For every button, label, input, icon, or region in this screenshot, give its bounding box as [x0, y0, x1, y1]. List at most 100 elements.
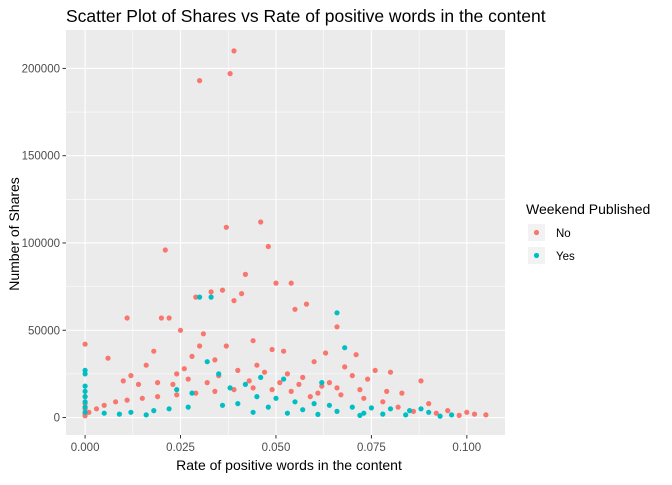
data-point-yes — [82, 371, 88, 377]
data-point-no — [120, 378, 126, 384]
x-tick-label: 0.025 — [166, 442, 195, 454]
data-point-no — [357, 387, 363, 393]
data-point-yes — [189, 390, 195, 396]
data-point-no — [212, 357, 218, 363]
data-point-no — [223, 343, 229, 349]
data-point-no — [433, 410, 439, 416]
legend: Weekend Published No Yes — [526, 201, 650, 264]
data-point-yes — [151, 408, 157, 414]
grid-lines — [66, 30, 505, 435]
data-point-no — [349, 373, 355, 379]
data-point-no — [334, 385, 340, 391]
axes: 0.000 0.025 0.050 0.075 0.100 0 50000 100000 150… — [22, 63, 482, 454]
x-tick-label: 0.100 — [452, 442, 481, 454]
legend-key-no — [533, 229, 540, 236]
data-point-no — [273, 280, 279, 286]
x-tick-label: 0.050 — [262, 442, 291, 454]
data-point-yes — [208, 294, 214, 300]
legend-title: Weekend Published — [526, 201, 650, 217]
data-point-yes — [284, 410, 290, 416]
data-point-no — [193, 294, 199, 300]
data-point-yes — [82, 404, 88, 410]
data-point-yes — [319, 380, 325, 386]
data-point-no — [128, 373, 134, 379]
data-point-no — [246, 378, 252, 384]
data-point-no — [204, 380, 210, 386]
data-point-no — [105, 355, 111, 361]
data-point-no — [235, 367, 241, 373]
data-point-no — [155, 394, 161, 400]
data-point-yes — [185, 404, 191, 410]
data-point-yes — [407, 408, 413, 414]
data-point-yes — [334, 310, 340, 316]
y-tick-label: 150000 — [22, 151, 60, 163]
data-point-no — [158, 315, 164, 321]
data-point-yes — [174, 387, 180, 393]
data-point-no — [254, 362, 260, 368]
data-point-yes — [143, 412, 149, 418]
data-point-no — [231, 298, 237, 304]
data-point-no — [143, 362, 149, 368]
data-point-yes — [281, 376, 287, 382]
data-point-yes — [315, 411, 321, 417]
y-axis-label: Number of Shares — [6, 177, 22, 291]
data-point-no — [124, 397, 130, 403]
data-point-no — [239, 291, 245, 297]
data-point-no — [212, 388, 218, 394]
legend-items: No Yes — [528, 224, 575, 264]
data-point-no — [471, 411, 478, 417]
data-point-no — [372, 367, 378, 373]
data-point-yes — [101, 410, 107, 416]
data-point-yes — [250, 409, 256, 415]
data-point-no — [174, 392, 180, 398]
data-point-no — [135, 381, 142, 387]
data-point-no — [93, 406, 100, 412]
data-point-no — [464, 409, 470, 415]
data-point-no — [296, 381, 302, 387]
data-point-no — [315, 390, 321, 396]
data-point-no — [113, 399, 119, 405]
data-point-no — [292, 306, 298, 312]
data-point-no — [231, 48, 237, 54]
data-point-no — [284, 371, 290, 377]
data-point-yes — [368, 405, 374, 411]
data-point-no — [124, 315, 130, 321]
y-tick-label: 200000 — [22, 63, 60, 75]
data-point-no — [166, 315, 172, 321]
data-point-no — [155, 380, 161, 386]
data-point-yes — [82, 383, 88, 389]
data-point-no — [200, 331, 206, 337]
plot-panel — [66, 30, 505, 435]
data-point-no — [361, 395, 367, 401]
data-point-yes — [292, 399, 298, 405]
data-point-no — [269, 387, 275, 393]
data-point-no — [269, 346, 275, 353]
data-point-yes — [197, 294, 203, 300]
data-point-no — [281, 348, 287, 354]
data-point-yes — [204, 359, 210, 365]
data-point-no — [288, 280, 294, 286]
data-point-no — [101, 402, 107, 408]
data-point-no — [303, 301, 310, 307]
data-point-no — [418, 378, 424, 384]
data-point-no — [82, 341, 88, 347]
data-point-yes — [216, 371, 222, 377]
data-point-yes — [82, 394, 88, 400]
data-point-no — [162, 247, 168, 253]
data-point-no — [265, 243, 271, 250]
data-points — [82, 48, 489, 419]
data-point-no — [151, 348, 157, 354]
data-point-no — [250, 385, 256, 391]
data-point-yes — [128, 409, 134, 415]
data-point-no — [387, 369, 394, 375]
data-point-no — [445, 408, 451, 414]
data-point-no — [170, 381, 176, 387]
data-point-no — [300, 374, 306, 380]
data-point-no — [353, 352, 359, 358]
data-point-no — [193, 390, 199, 396]
data-point-yes — [116, 411, 122, 417]
legend-key-yes — [533, 252, 540, 259]
data-point-no — [227, 71, 233, 77]
